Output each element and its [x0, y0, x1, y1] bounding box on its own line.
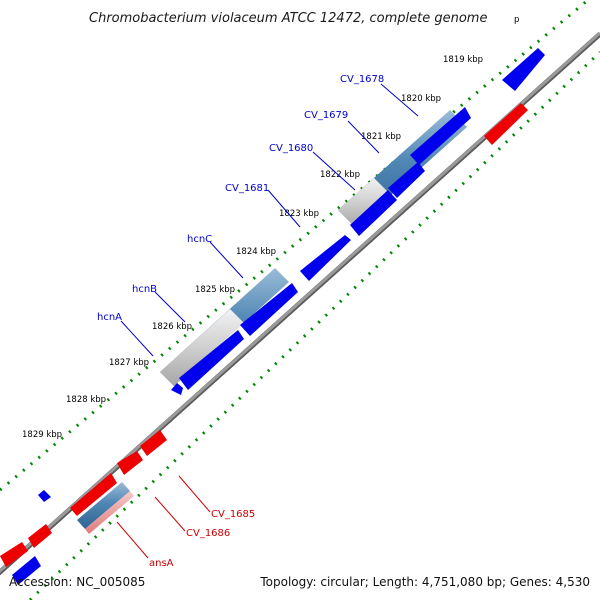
leader-line: [312, 151, 356, 191]
title-suffix-mark: p: [514, 15, 519, 25]
gene-label-CV-1685[interactable]: CV_1685: [211, 509, 255, 520]
reverse-genes: [0, 103, 528, 567]
gene-CV-1685[interactable]: [117, 451, 143, 475]
gene-CV-1679[interactable]: [388, 162, 425, 198]
genome-summary: Topology: circular; Length: 4,751,080 bp…: [259, 575, 590, 589]
gene-CV-1678[interactable]: [410, 107, 471, 165]
gene-label-hcnC[interactable]: hcnC: [187, 234, 212, 245]
leader-line: [209, 241, 244, 279]
kbp-tick-label: 1822 kbp: [320, 170, 360, 180]
kbp-tick-label: 1824 kbp: [236, 247, 276, 257]
leader-line: [178, 475, 211, 513]
gene-CV-1680[interactable]: [350, 190, 397, 236]
gene-red-bottom-2[interactable]: [0, 542, 28, 567]
leader-line: [154, 496, 186, 532]
leader-line: [347, 120, 380, 154]
leader-line: [116, 521, 149, 559]
gene-CV-1681[interactable]: [300, 235, 351, 281]
forward-genes: [12, 48, 545, 585]
operon-ansA[interactable]: [77, 482, 134, 534]
accession-label: Accession: NC_005085: [9, 575, 145, 589]
kbp-tick-label: 1828 kbp: [66, 395, 106, 405]
operon-segment-pink: [85, 491, 134, 534]
kbp-tick-label: 1821 kbp: [361, 132, 401, 142]
gene-red-top[interactable]: [484, 103, 528, 145]
gene-small-forward[interactable]: [38, 490, 51, 502]
gene-edge-forward[interactable]: [12, 556, 41, 585]
operon-segment-grey: [160, 309, 244, 386]
gene-hcnA[interactable]: [171, 383, 183, 395]
gene-label-hcnA[interactable]: hcnA: [97, 312, 122, 323]
kbp-tick-label: 1825 kbp: [195, 285, 235, 295]
gene-CV-1677[interactable]: [502, 48, 545, 91]
reverse-gene-labels: CV_1685 CV_1686 ansA: [116, 475, 255, 569]
kbp-tick-label: 1823 kbp: [279, 209, 319, 219]
gene-label-ansA[interactable]: ansA: [149, 558, 174, 569]
operon-segment-blue: [77, 482, 130, 529]
kbp-tick-label: 1820 kbp: [401, 94, 441, 104]
leader-line: [267, 189, 301, 228]
gene-label-CV-1686[interactable]: CV_1686: [186, 528, 230, 539]
gene-red-bottom-1[interactable]: [28, 524, 52, 548]
gene-CV-1686[interactable]: [70, 473, 117, 516]
leader-line: [120, 320, 154, 357]
kbp-ticks: 1819 kbp 1820 kbp 1821 kbp 1822 kbp 1823…: [22, 55, 483, 440]
kbp-tick-label: 1829 kbp: [22, 430, 62, 440]
map-title: Chromobacterium violaceum ATCC 12472, co…: [89, 11, 487, 26]
kbp-tick-label: 1827 kbp: [109, 358, 149, 368]
gc-skew-track-outer: [0, 0, 591, 492]
gene-label-hcnB[interactable]: hcnB: [132, 284, 157, 295]
operon-hcnABC[interactable]: [160, 268, 289, 386]
leader-line: [154, 291, 186, 323]
kbp-tick-label: 1826 kbp: [152, 322, 192, 332]
gc-skew-track-inner: [28, 50, 600, 600]
operon-segment-grey: [338, 178, 391, 227]
gene-CV-1684[interactable]: [140, 430, 167, 456]
gene-hcnB[interactable]: [179, 330, 244, 390]
gene-label-CV-1679[interactable]: CV_1679: [304, 110, 348, 121]
gene-hcnC[interactable]: [240, 283, 298, 336]
kbp-tick-label: 1819 kbp: [443, 55, 483, 65]
leader-line: [380, 83, 419, 117]
gene-label-CV-1681[interactable]: CV_1681: [225, 183, 269, 194]
forward-gene-labels: CV_1678 CV_1679 CV_1680 CV_1681 hcnC hcn…: [97, 74, 419, 357]
gene-label-CV-1680[interactable]: CV_1680: [269, 143, 313, 154]
gene-label-CV-1678[interactable]: CV_1678: [340, 74, 384, 85]
